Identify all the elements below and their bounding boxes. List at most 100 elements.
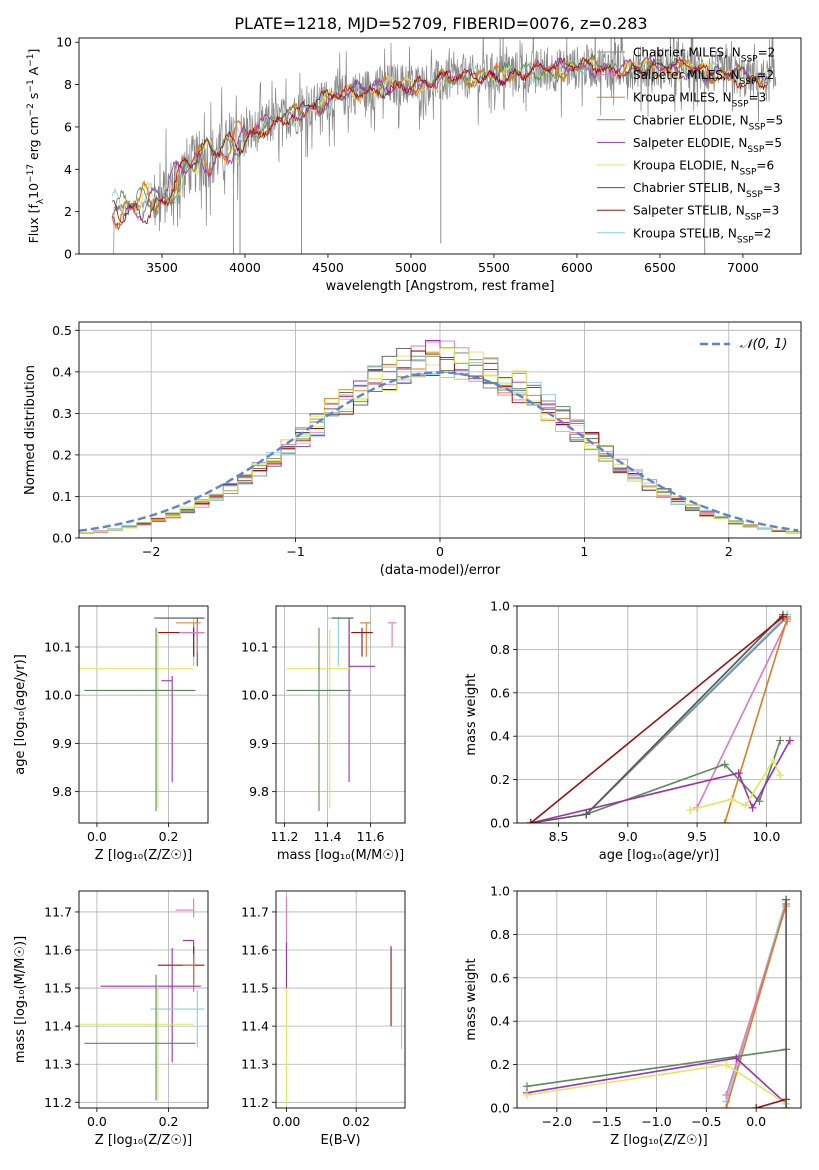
y-axis-label: mass [log₁₀(M/M☉)]	[13, 936, 28, 1063]
legend-label: Salpeter ELODIE, NSSP=5	[633, 136, 782, 155]
y-tick-label: 10.1	[241, 639, 269, 654]
x-tick-label: 7000	[727, 260, 759, 275]
x-tick-label: 9.5	[687, 829, 707, 844]
spectrum-model-line	[111, 54, 768, 231]
legend-label: Chabrier STELIB, NSSP=3	[633, 181, 781, 200]
spectrum-model-line	[111, 56, 768, 225]
y-axis-label: mass weight	[464, 673, 479, 755]
x-tick-label: 0.2	[159, 829, 179, 844]
y-tick-label: 0.6	[490, 685, 510, 700]
x-tick-label: 4000	[229, 260, 261, 275]
x-tick-label: 5500	[478, 260, 510, 275]
histogram-series	[79, 350, 801, 534]
weight-series-line	[696, 620, 788, 809]
y-tick-label: 0.1	[52, 489, 72, 504]
weight-series-line	[725, 903, 787, 1108]
y-tick-label: 0.3	[52, 406, 72, 421]
y-axis-label: age [log₁₀(age/yr)]	[13, 654, 28, 775]
y-tick-label: 9.8	[249, 784, 269, 799]
x-tick-label: −2.0	[542, 1114, 572, 1129]
x-axis-label: E(B-V)	[320, 1133, 360, 1148]
weight-series-line	[530, 740, 791, 823]
plot-area	[276, 606, 405, 823]
legend-label: Salpeter STELIB, NSSP=3	[633, 204, 779, 223]
y-tick-label: 11.6	[241, 943, 269, 958]
x-tick-label: 4500	[312, 260, 344, 275]
panel-mass_vs_Z: 0.0 0.2 11.2 11.3 11.4 11.5 11.6 11.7 Z [log₁₀(Z…	[13, 890, 209, 1148]
x-tick-label: 3500	[146, 260, 178, 275]
panel-mass_vs_ebv: 0.00 0.02 11.2 11.3 11.4 11.5 11.6 11.7 E(B-V)	[241, 890, 406, 1148]
axes-frame	[275, 890, 406, 1109]
legend-label: Salpeter MILES, NSSP=2	[633, 68, 774, 87]
y-tick-label: 11.6	[44, 943, 72, 958]
y-axis-label: mass weight	[464, 958, 479, 1040]
y-tick-label: 0.4	[52, 364, 72, 379]
y-tick-label: 9.9	[52, 736, 72, 751]
y-tick-label: 8	[64, 77, 72, 92]
plot-area	[79, 891, 208, 1108]
legend-label: Chabrier ELODIE, NSSP=5	[633, 113, 783, 132]
weight-point-marker	[785, 736, 794, 745]
normal-distribution-curve	[79, 371, 799, 532]
x-axis-label: Z [log₁₀(Z/Z☉)]	[95, 1133, 192, 1148]
weight-point-marker	[769, 756, 778, 765]
x-tick-label: 9.0	[618, 829, 638, 844]
panel-age_vs_Z: 0.0 0.2 9.8 9.9 10.0 10.1 Z [log₁₀(Z/Z☉)] age […	[13, 605, 209, 863]
spectrum-model-line	[111, 56, 768, 231]
y-tick-label: 0.2	[490, 772, 510, 787]
legend-label: Kroupa ELODIE, NSSP=6	[633, 159, 774, 178]
x-tick-label: 11.6	[357, 829, 385, 844]
weight-point-marker	[720, 819, 729, 823]
x-tick-label: 10.0	[752, 829, 780, 844]
x-tick-label: 5000	[395, 260, 427, 275]
y-tick-label: 0.0	[490, 1101, 510, 1116]
x-tick-label: 0.2	[159, 1114, 179, 1129]
y-tick-label: 11.5	[44, 981, 72, 996]
plot-area	[111, 38, 777, 254]
axes-frame	[78, 890, 209, 1109]
y-tick-label: 11.7	[44, 904, 72, 919]
y-tick-label: 0.4	[490, 729, 510, 744]
histogram-series	[79, 358, 801, 534]
x-tick-label: −0.5	[691, 1114, 721, 1129]
x-tick-label: −2	[142, 544, 160, 559]
x-axis-label: wavelength [Angstrom, rest frame]	[326, 279, 555, 294]
x-tick-label: 11.2	[271, 829, 299, 844]
weight-point-marker	[722, 1090, 731, 1099]
y-tick-label: 1.0	[490, 884, 510, 899]
panel-massweight_vs_age: 8.5 9.0 9.5 10.0 0.0 0.2 0.4 0.6 0.8 1.0 age [log₁…	[464, 599, 802, 863]
axes-frame	[78, 37, 802, 255]
weight-point-marker	[522, 1090, 531, 1099]
x-tick-label: 0	[436, 544, 444, 559]
x-axis-label: (data-model)/error	[380, 563, 501, 578]
y-tick-label: 9.8	[52, 784, 72, 799]
x-axis-label: Z [log₁₀(Z/Z☉)]	[610, 1133, 707, 1148]
y-tick-label: 11.4	[44, 1019, 72, 1034]
histogram-series	[79, 347, 801, 534]
panel-spectrum: 3500 4000 4500 5000 5500 6000 6500 7000 0 2 4 6 8 10 F…	[26, 35, 802, 294]
panel-residuals: −2 −1 0 1 2 0.0 0.1 0.2 0.3 0.4 0.5 𝒩(0, 1) (data-mo…	[23, 321, 802, 578]
weight-point-marker	[720, 760, 729, 769]
x-tick-label: 0.0	[746, 1114, 766, 1129]
x-tick-label: 6500	[644, 260, 676, 275]
y-tick-label: 0.6	[490, 970, 510, 985]
weight-point-marker	[741, 801, 750, 810]
y-tick-label: 4	[64, 162, 72, 177]
y-tick-label: 0	[64, 247, 72, 262]
y-tick-label: 0.8	[490, 927, 510, 942]
panel-age_vs_mass: 11.2 11.4 11.6 9.8 9.9 10.0 10.1 mass [log₁₀(M/…	[241, 605, 406, 863]
y-tick-label: 0.8	[490, 642, 510, 657]
y-tick-label: 1.0	[490, 599, 510, 614]
y-tick-label: 9.9	[249, 736, 269, 751]
axes-frame	[516, 605, 802, 824]
y-tick-label: 10.0	[44, 688, 72, 703]
weight-point-marker	[722, 1104, 731, 1108]
x-tick-label: 1	[580, 544, 588, 559]
plot-area	[79, 606, 208, 823]
y-tick-label: 11.5	[241, 981, 269, 996]
x-tick-label: 0.0	[87, 829, 107, 844]
x-tick-label: 8.5	[549, 829, 569, 844]
weight-point-marker	[776, 771, 785, 780]
x-tick-label: −1.0	[641, 1114, 671, 1129]
